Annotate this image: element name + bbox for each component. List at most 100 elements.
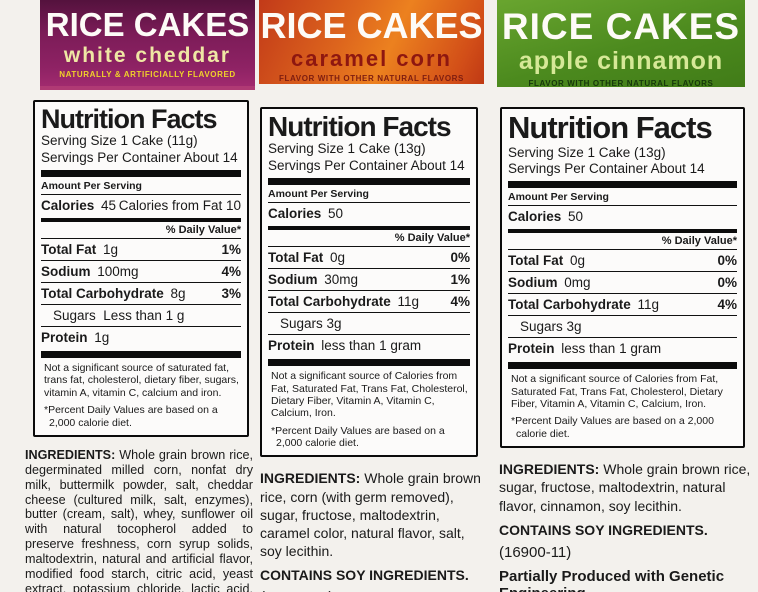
flavor-name: white cheddar [63, 44, 232, 67]
nutrient-amount: less than 1 gram [321, 338, 422, 354]
contains-statement: CONTAINS SOY INGREDIENTS. [499, 521, 708, 538]
nutrient-name: Sugars [53, 308, 96, 324]
nutrient-name: Sodium [268, 272, 318, 288]
servings-per-container: Servings Per Container About 14 [268, 158, 465, 174]
nutrition-facts-panel: Nutrition Facts Serving Size 1 Cake (11g… [33, 100, 249, 437]
nutrient-row-total-carbohydrate: Total Carbohydrate 11g 4% [508, 294, 737, 317]
nutrient-amount: 0mg [564, 275, 591, 291]
nutrient-row-sodium: Sodium 100mg 4% [41, 261, 241, 284]
nutrient-row-protein: Protein less than 1 gram [508, 338, 737, 359]
nutrient-amount: 30mg [324, 272, 359, 288]
nutrient-name: Sodium [508, 275, 558, 291]
servings-per-container: Servings Per Container About 14 [508, 161, 705, 177]
brand-title: RICE CAKES [260, 5, 483, 46]
nutrient-dv: 1% [221, 242, 241, 258]
amount-per-serving-label: Amount Per Serving [508, 190, 737, 207]
nutrient-amount: 1g [94, 330, 110, 346]
nutrition-facts-panel: Nutrition Facts Serving Size 1 Cake (13g… [500, 107, 745, 449]
flavor-tagline: FLAVOR WITH OTHER NATURAL FLAVORS [528, 78, 714, 88]
calories-value: 45 [101, 198, 117, 214]
divider-thick [508, 362, 737, 370]
daily-value-header: % Daily Value* [41, 223, 241, 240]
nutrient-amount: 0g [330, 250, 346, 266]
divider-thick [508, 181, 737, 189]
brand-header-caramel-corn: RICE CAKES caramel corn FLAVOR WITH OTHE… [259, 0, 484, 84]
footnote-daily-values: *Percent Daily Values are based on a 2,0… [44, 404, 218, 429]
nutrient-name: Sugars [520, 319, 563, 335]
divider-medium [508, 229, 737, 234]
divider-thick [41, 351, 241, 359]
nutrient-dv: 0% [717, 253, 737, 269]
ingredients-text: Whole grain brown rice, sugar, fructose,… [499, 461, 751, 514]
calories-value: 50 [568, 209, 584, 225]
nutrient-row-total-fat: Total Fat 0g 0% [268, 247, 470, 270]
nutrient-amount: 8g [170, 286, 186, 302]
nutrient-dv: 1% [450, 272, 470, 288]
nutrient-row-total-fat: Total Fat 1g 1% [41, 239, 241, 262]
nutrient-name: Protein [41, 330, 88, 346]
calories-label: Calories [268, 206, 322, 222]
nutrition-title: Nutrition Facts [268, 111, 452, 142]
product-code: (16910-17) [260, 589, 487, 592]
nutrient-amount: 100mg [97, 264, 139, 280]
ingredients-label: INGREDIENTS: [499, 461, 600, 478]
ingredients-paragraph: INGREDIENTS: Whole grain brown rice, deg… [25, 448, 253, 592]
nutrition-title: Nutrition Facts [41, 104, 218, 134]
brand-title: RICE CAKES [501, 6, 741, 47]
nutrient-name: Total Fat [41, 242, 97, 258]
product-column-white-cheddar: RICE CAKES white cheddar NATURALLY & ART… [0, 0, 255, 592]
nutrient-row-sodium: Sodium 0mg 0% [508, 272, 737, 295]
nutrient-row-protein: Protein 1g [41, 327, 241, 348]
calories-row: Calories 50 [268, 203, 470, 224]
brand-header-apple-cinnamon: RICE CAKES apple cinnamon FLAVOR WITH OT… [497, 0, 745, 88]
footnote-significance: Not a significant source of saturated fa… [44, 362, 239, 399]
product-column-apple-cinnamon: RICE CAKES apple cinnamon FLAVOR WITH OT… [490, 0, 758, 592]
footnote-significance: Not a significant source of Calories fro… [271, 370, 468, 420]
nutrient-dv: 4% [221, 264, 241, 280]
nutrient-dv: 4% [450, 294, 470, 310]
divider-thick [41, 170, 241, 178]
flavor-name: caramel corn [291, 46, 452, 71]
serving-size: Serving Size 1 Cake (11g) [41, 133, 198, 149]
daily-value-header: % Daily Value* [268, 231, 470, 248]
nutrient-name: Total Fat [508, 253, 564, 269]
ingredients-label: INGREDIENTS: [260, 470, 361, 487]
calories-label: Calories [508, 209, 562, 225]
footnote-daily-values: *Percent Daily Values are based on a 2,0… [511, 415, 714, 440]
nutrient-row-total-carbohydrate: Total Carbohydrate 8g 3% [41, 283, 241, 306]
amount-per-serving-label: Amount Per Serving [41, 179, 241, 196]
ingredients-paragraph: INGREDIENTS: Whole grain brown rice, cor… [260, 469, 487, 560]
ingredients-text: Whole grain brown rice, degerminated mil… [25, 447, 253, 592]
nutrient-dv: 0% [450, 250, 470, 266]
nutrient-name: Sodium [41, 264, 91, 280]
nutrient-dv: 4% [717, 297, 737, 313]
nutrient-amount: 3g [326, 316, 342, 332]
product-column-caramel-corn: RICE CAKES caramel corn FLAVOR WITH OTHE… [255, 0, 490, 592]
ingredients-section: INGREDIENTS: Whole grain brown rice, cor… [260, 469, 487, 592]
nutrient-row-total-fat: Total Fat 0g 0% [508, 250, 737, 273]
nutrient-name: Protein [268, 338, 315, 354]
brand-header-white-cheddar: RICE CAKES white cheddar NATURALLY & ART… [40, 0, 255, 90]
nutrient-amount: Less than 1 g [103, 308, 185, 324]
nutrient-row-protein: Protein less than 1 gram [268, 335, 470, 356]
nutrient-row-sodium: Sodium 30mg 1% [268, 269, 470, 292]
nutrient-name: Total Carbohydrate [268, 294, 391, 310]
nutrient-amount: 3g [566, 319, 582, 335]
nutrient-row-sugars: Sugars 3g [508, 316, 737, 339]
nutrient-row-sugars: Sugars 3g [268, 313, 470, 336]
nutrient-name: Total Carbohydrate [508, 297, 631, 313]
servings-per-container: Servings Per Container About 14 [41, 150, 238, 166]
divider-medium [41, 218, 241, 223]
ingredients-label: INGREDIENTS: [25, 447, 116, 462]
divider-thick [268, 359, 470, 367]
genetic-engineering-statement: Partially Produced with Genetic Engineer… [499, 567, 725, 592]
nutrient-dv: 3% [221, 286, 241, 302]
nutrient-dv: 0% [717, 275, 737, 291]
calories-label: Calories [41, 198, 95, 214]
amount-per-serving-label: Amount Per Serving [268, 187, 470, 204]
flavor-tagline: NATURALLY & ARTIFICIALLY FLAVORED [59, 70, 236, 80]
footnote-significance: Not a significant source of Calories fro… [511, 373, 723, 411]
nutrient-name: Total Fat [268, 250, 324, 266]
nutrient-row-total-carbohydrate: Total Carbohydrate 11g 4% [268, 291, 470, 314]
